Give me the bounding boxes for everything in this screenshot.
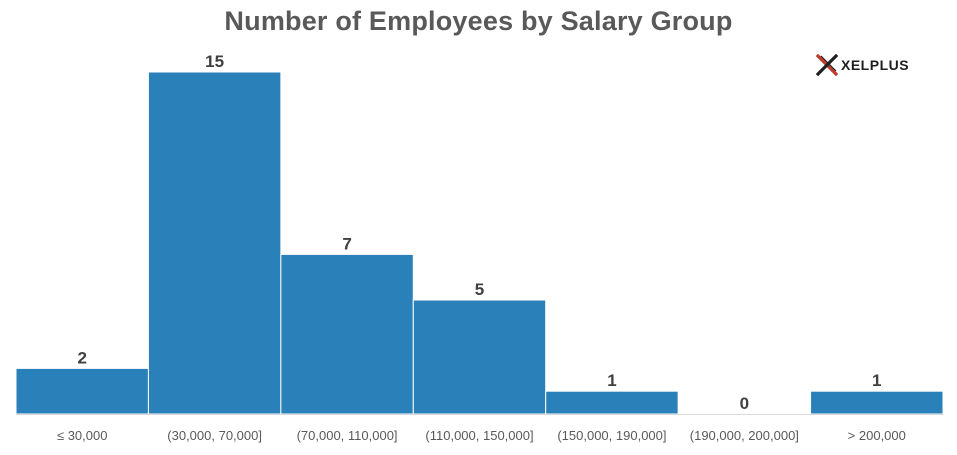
data-label-5: 0	[740, 394, 749, 413]
chart-title: Number of Employees by Salary Group	[224, 6, 733, 36]
tick-label-5: (190,000, 200,000]	[690, 428, 799, 443]
brand-logo: XELPLUS	[816, 54, 909, 76]
data-label-2: 7	[342, 234, 351, 253]
data-label-3: 5	[475, 280, 484, 299]
data-labels-group: 2 15 7 5 1 0 1	[77, 52, 881, 413]
tick-label-2: (70,000, 110,000]	[297, 428, 398, 443]
tick-label-6: > 200,000	[848, 428, 906, 443]
data-label-4: 1	[607, 371, 616, 390]
tick-label-4: (150,000, 190,000]	[557, 428, 666, 443]
bar-0	[15, 367, 149, 415]
logo-text: XELPLUS	[841, 57, 910, 73]
data-label-1: 15	[205, 52, 224, 71]
bar-1	[147, 71, 282, 415]
bar-2	[280, 253, 414, 415]
data-label-6: 1	[872, 371, 881, 390]
bar-6	[810, 390, 944, 415]
data-label-0: 2	[77, 348, 86, 367]
bar-3	[412, 299, 547, 415]
tick-label-1: (30,000, 70,000]	[167, 428, 262, 443]
bar-4	[545, 390, 679, 415]
tick-label-0: ≤ 30,000	[57, 428, 108, 443]
bars-group	[15, 71, 944, 415]
tick-labels-group: ≤ 30,000 (30,000, 70,000] (70,000, 110,000…	[57, 428, 906, 443]
tick-label-3: (110,000, 150,000]	[425, 428, 533, 443]
x-logo-icon	[816, 54, 838, 76]
